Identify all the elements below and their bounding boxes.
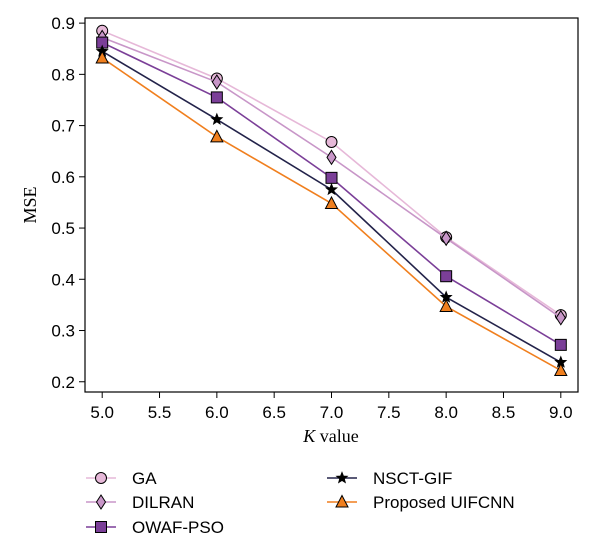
x-tick-label: 7.0 — [320, 403, 344, 422]
x-tick-label: 6.0 — [205, 403, 229, 422]
data-point-dilran — [555, 309, 566, 326]
data-point-ga — [325, 135, 338, 148]
legend-item-owaf-pso: OWAF-PSO — [86, 518, 224, 537]
data-series — [95, 24, 568, 376]
x-axis-title-rest: value — [315, 426, 358, 446]
data-point-proposed-uifcnn — [95, 50, 110, 64]
legend-item-proposed-uifcnn: Proposed UIFCNN — [327, 493, 515, 512]
legend-marker — [95, 472, 107, 484]
legend-marker — [95, 521, 107, 533]
data-point-dilran — [211, 74, 222, 90]
axis-ticks: 5.0 5.5 6.0 6.5 7.0 7.5 8.0 8.5 9.0 0.2 0.3 0.4 0.5 0… — [51, 14, 572, 422]
series-dilran — [97, 29, 566, 326]
y-tick-label: 0.2 — [51, 373, 75, 392]
series-ga — [96, 24, 567, 322]
y-tick-label: 0.4 — [51, 270, 75, 289]
data-point-dilran — [326, 149, 337, 166]
series-proposed-uifcnn — [95, 50, 568, 376]
data-point-proposed-uifcnn — [439, 298, 453, 312]
y-tick-label: 0.5 — [51, 219, 75, 238]
x-tick-label: 7.5 — [377, 403, 401, 422]
legend-label: OWAF-PSO — [132, 518, 224, 537]
y-tick-label: 0.8 — [51, 65, 75, 84]
legend-marker — [95, 494, 107, 510]
legend-marker — [335, 494, 349, 508]
legend-item-ga: GA — [86, 469, 157, 488]
x-tick-label: 5.5 — [148, 403, 172, 422]
x-tick-label: 8.5 — [492, 403, 516, 422]
x-tick-label: 5.0 — [90, 403, 114, 422]
x-axis-title-italic: K — [302, 426, 316, 446]
data-point-owaf-pso — [440, 270, 453, 283]
x-tick-label: 6.5 — [262, 403, 286, 422]
legend-label: DILRAN — [132, 493, 194, 512]
y-tick-label: 0.7 — [51, 117, 75, 136]
y-tick-label: 0.6 — [51, 168, 75, 187]
data-point-owaf-pso — [554, 338, 567, 351]
data-point-nsct-gif — [210, 112, 224, 125]
x-axis-title: K value — [302, 426, 359, 446]
legend-item-dilran: DILRAN — [86, 493, 194, 512]
data-point-dilran — [441, 230, 452, 247]
x-tick-label: 8.0 — [434, 403, 458, 422]
legend-label: GA — [132, 469, 157, 488]
y-tick-label: 0.3 — [51, 322, 75, 341]
data-point-owaf-pso — [325, 171, 338, 184]
legend-label: NSCT-GIF — [373, 469, 452, 488]
data-point-proposed-uifcnn — [553, 362, 568, 376]
series-line-owaf-pso — [101, 41, 562, 346]
legend-label: Proposed UIFCNN — [373, 493, 515, 512]
series-owaf-pso — [96, 36, 567, 351]
legend-marker — [335, 471, 349, 484]
data-point-owaf-pso — [210, 91, 223, 104]
legend-item-nsct-gif: NSCT-GIF — [327, 469, 452, 488]
x-tick-label: 9.0 — [549, 403, 573, 422]
data-point-nsct-gif — [325, 182, 338, 196]
y-tick-label: 0.9 — [51, 14, 75, 33]
y-axis-title: MSE — [20, 186, 40, 223]
data-point-proposed-uifcnn — [210, 129, 224, 143]
data-point-proposed-uifcnn — [324, 195, 339, 209]
legend: GA DILRAN OWAF-PSO NSCT-GIF Proposed UIFCNN — [86, 469, 515, 537]
